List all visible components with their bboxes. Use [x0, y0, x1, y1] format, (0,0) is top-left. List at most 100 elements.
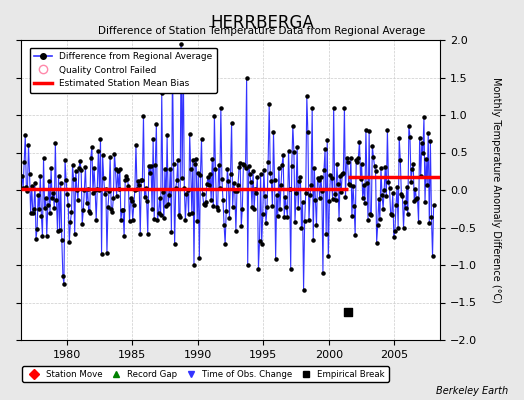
- Point: [262, 220, 270, 226]
- Point: [314, 177, 323, 183]
- Point: [295, 178, 303, 184]
- Point: [298, 199, 307, 206]
- Point: [207, 197, 215, 204]
- Point: [374, 222, 382, 228]
- Point: [19, 185, 27, 192]
- Point: [275, 165, 283, 171]
- Point: [190, 262, 198, 268]
- Point: [127, 198, 136, 204]
- Point: [398, 192, 407, 199]
- Point: [280, 214, 288, 220]
- Point: [325, 198, 334, 204]
- Point: [379, 205, 387, 212]
- Point: [416, 134, 424, 141]
- Point: [223, 165, 232, 172]
- Point: [45, 178, 53, 184]
- Point: [128, 217, 137, 223]
- Point: [173, 157, 182, 164]
- Point: [46, 210, 54, 216]
- Point: [246, 170, 254, 177]
- Point: [426, 138, 434, 144]
- Point: [282, 204, 291, 210]
- Point: [156, 194, 164, 201]
- Point: [75, 164, 83, 171]
- Point: [38, 233, 47, 239]
- Point: [257, 241, 266, 248]
- Point: [59, 273, 67, 280]
- Point: [312, 222, 321, 228]
- Point: [350, 203, 358, 209]
- Point: [124, 182, 133, 189]
- Point: [81, 164, 90, 170]
- Point: [301, 190, 310, 196]
- Point: [236, 160, 244, 166]
- Point: [86, 154, 95, 161]
- Point: [202, 199, 210, 206]
- Point: [309, 236, 318, 243]
- Point: [211, 166, 220, 173]
- Point: [238, 206, 246, 212]
- Point: [251, 185, 259, 192]
- Point: [108, 208, 116, 215]
- Point: [40, 204, 49, 211]
- Point: [24, 142, 32, 148]
- Point: [201, 201, 209, 208]
- Point: [37, 213, 46, 219]
- Point: [159, 189, 167, 195]
- Point: [353, 159, 362, 165]
- Point: [119, 207, 127, 213]
- Point: [392, 202, 400, 208]
- Point: [362, 127, 370, 133]
- Point: [209, 202, 217, 209]
- Point: [245, 163, 253, 169]
- Point: [328, 174, 336, 181]
- Point: [316, 174, 325, 180]
- Point: [400, 198, 409, 205]
- Point: [363, 180, 371, 186]
- Point: [290, 149, 298, 155]
- Point: [341, 194, 350, 200]
- Point: [141, 185, 150, 192]
- Point: [171, 185, 180, 192]
- Point: [160, 215, 168, 222]
- Point: [339, 170, 347, 176]
- Point: [169, 160, 178, 167]
- Point: [215, 185, 224, 192]
- Point: [256, 171, 265, 177]
- Point: [21, 132, 29, 138]
- Point: [79, 207, 88, 213]
- Point: [313, 175, 322, 182]
- Point: [384, 179, 392, 186]
- Point: [133, 186, 141, 192]
- Point: [110, 150, 118, 157]
- Point: [32, 236, 40, 242]
- Point: [358, 195, 367, 201]
- Point: [116, 166, 124, 172]
- Point: [249, 168, 257, 174]
- Point: [281, 194, 290, 201]
- Point: [402, 184, 411, 190]
- Point: [123, 176, 132, 183]
- Point: [365, 128, 373, 134]
- Point: [356, 176, 365, 182]
- Point: [329, 196, 337, 202]
- Point: [189, 157, 197, 164]
- Point: [105, 188, 113, 194]
- Point: [334, 181, 342, 188]
- Point: [72, 168, 80, 174]
- Point: [33, 226, 41, 232]
- Point: [296, 173, 304, 180]
- Point: [80, 187, 89, 193]
- Point: [85, 210, 94, 216]
- Point: [43, 202, 52, 208]
- Point: [287, 266, 295, 272]
- Point: [93, 186, 102, 192]
- Point: [145, 163, 153, 169]
- Point: [230, 180, 238, 186]
- Point: [232, 228, 240, 234]
- Point: [29, 210, 37, 216]
- Point: [338, 170, 346, 177]
- Point: [48, 194, 56, 201]
- Point: [250, 206, 258, 212]
- Point: [222, 208, 231, 214]
